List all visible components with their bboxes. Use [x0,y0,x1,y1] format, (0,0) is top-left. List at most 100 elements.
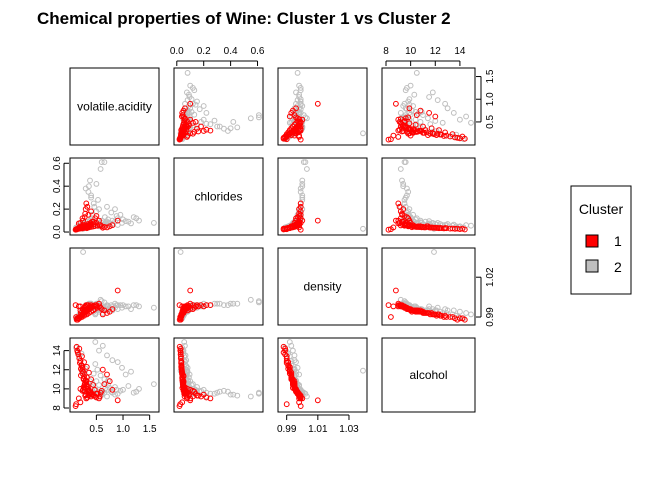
point-cluster-1 [297,403,304,410]
point-cluster-2 [417,119,424,125]
point-cluster-1 [449,131,456,138]
point-cluster-1 [179,366,185,373]
point-cluster-2 [256,114,262,121]
point-cluster-1 [314,100,321,107]
right-tick-label-volatile.acidity: 0.5 [485,115,496,129]
point-cluster-1 [85,221,91,227]
bottom-tick-label-volatile.acidity: 0.5 [89,424,103,435]
point-cluster-2 [119,220,125,226]
point-cluster-2 [184,89,190,96]
point-cluster-2 [234,392,241,399]
point-cluster-2 [192,101,199,108]
panel-volatile.acidity-vs-density [69,247,160,326]
point-cluster-2 [119,304,125,311]
point-cluster-2 [104,352,110,359]
point-cluster-2 [93,378,100,385]
left-tick-label-chlorides: 0.2 [52,202,63,216]
point-cluster-2 [133,388,140,395]
point-cluster-1 [179,369,186,376]
point-cluster-2 [360,130,366,137]
panel-frame [69,67,160,146]
point-cluster-1 [96,393,103,400]
point-cluster-1 [91,386,98,393]
point-cluster-1 [420,123,426,130]
point-cluster-2 [297,189,304,195]
point-cluster-1 [73,316,80,323]
point-cluster-2 [291,357,298,364]
point-cluster-2 [299,177,306,184]
panel-chlorides-vs-alcohol [173,337,264,413]
point-cluster-1 [106,223,113,230]
panel-alcohol-vs-volatile.acidity [381,67,476,146]
point-cluster-2 [299,194,306,201]
point-cluster-1 [203,126,210,133]
point-cluster-1 [106,378,113,385]
panel-frame [69,337,160,413]
point-cluster-2 [198,387,204,394]
point-cluster-2 [117,387,124,394]
top-tick-label-alcohol: 12 [430,46,442,57]
point-cluster-1 [412,121,419,128]
legend-swatch-1 [585,234,599,248]
point-cluster-1 [195,303,202,310]
point-cluster-2 [105,216,111,223]
point-cluster-2 [203,120,210,127]
point-cluster-2 [256,389,262,396]
point-cluster-1 [431,131,437,138]
point-cluster-2 [221,387,227,394]
point-cluster-1 [178,353,184,360]
point-cluster-2 [294,70,301,76]
point-cluster-2 [304,166,310,172]
point-cluster-1 [297,200,304,207]
point-cluster-2 [405,208,412,215]
point-cluster-1 [84,394,91,401]
point-cluster-1 [385,136,392,143]
point-cluster-2 [97,166,104,172]
point-cluster-2 [230,119,237,125]
point-cluster-1 [198,393,204,400]
point-cluster-1 [390,132,397,139]
point-cluster-1 [436,127,442,134]
panel-volatile.acidity-vs-alcohol [69,337,160,413]
point-cluster-1 [425,310,431,316]
point-cluster-1 [417,107,424,114]
point-cluster-2 [99,342,106,349]
point-cluster-1 [288,369,295,376]
point-cluster-1 [297,203,304,210]
point-cluster-2 [425,115,431,122]
point-cluster-2 [230,300,237,307]
point-cluster-1 [184,132,191,139]
panel-frame [69,247,160,326]
point-cluster-1 [428,224,435,231]
point-cluster-1 [291,220,298,226]
point-cluster-1 [90,303,97,310]
point-cluster-1 [438,225,445,232]
point-cluster-2 [450,110,457,116]
diagonal-label-alcohol: alcohol [409,368,447,382]
point-cluster-2 [177,249,184,255]
point-cluster-1 [288,372,295,379]
point-cluster-2 [444,105,451,112]
point-cluster-2 [181,339,188,345]
point-cluster-1 [88,393,94,400]
point-cluster-1 [101,381,108,388]
bottom-tick-label-volatile.acidity: 1.0 [116,424,130,435]
point-cluster-2 [191,111,198,118]
top-tick-label-alcohol: 10 [405,46,417,57]
point-cluster-1 [176,403,183,410]
point-cluster-2 [122,371,129,378]
legend-box [570,185,632,295]
point-cluster-2 [433,307,440,314]
point-cluster-2 [128,306,134,313]
point-cluster-1 [426,224,433,231]
point-cluster-2 [207,121,214,128]
point-cluster-1 [187,100,194,107]
point-cluster-2 [247,296,254,303]
point-cluster-2 [216,123,223,130]
point-cluster-1 [296,210,303,217]
point-cluster-1 [82,210,89,217]
point-cluster-2 [227,300,234,307]
point-cluster-1 [428,125,435,132]
panel-frame [173,67,264,146]
